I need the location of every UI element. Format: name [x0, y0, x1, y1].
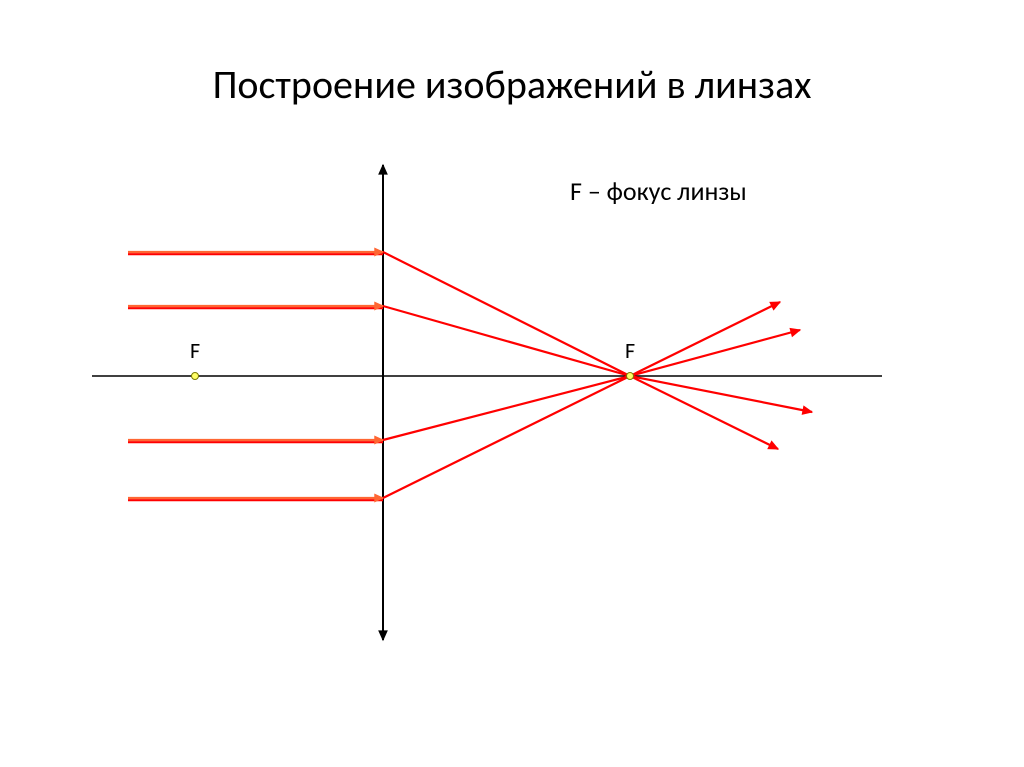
diverging-ray — [630, 376, 812, 414]
diverging-ray — [630, 328, 800, 376]
focal-label: F — [625, 337, 635, 364]
diverging-ray — [630, 302, 780, 376]
focal-point-left: F — [190, 337, 200, 380]
diverging-ray — [630, 376, 778, 449]
incoming-rays — [128, 248, 383, 501]
lens-ray-diagram: FF — [0, 0, 1024, 767]
refracted-rays — [383, 252, 630, 498]
focal-label: F — [190, 337, 200, 364]
lens-axis — [379, 165, 387, 640]
